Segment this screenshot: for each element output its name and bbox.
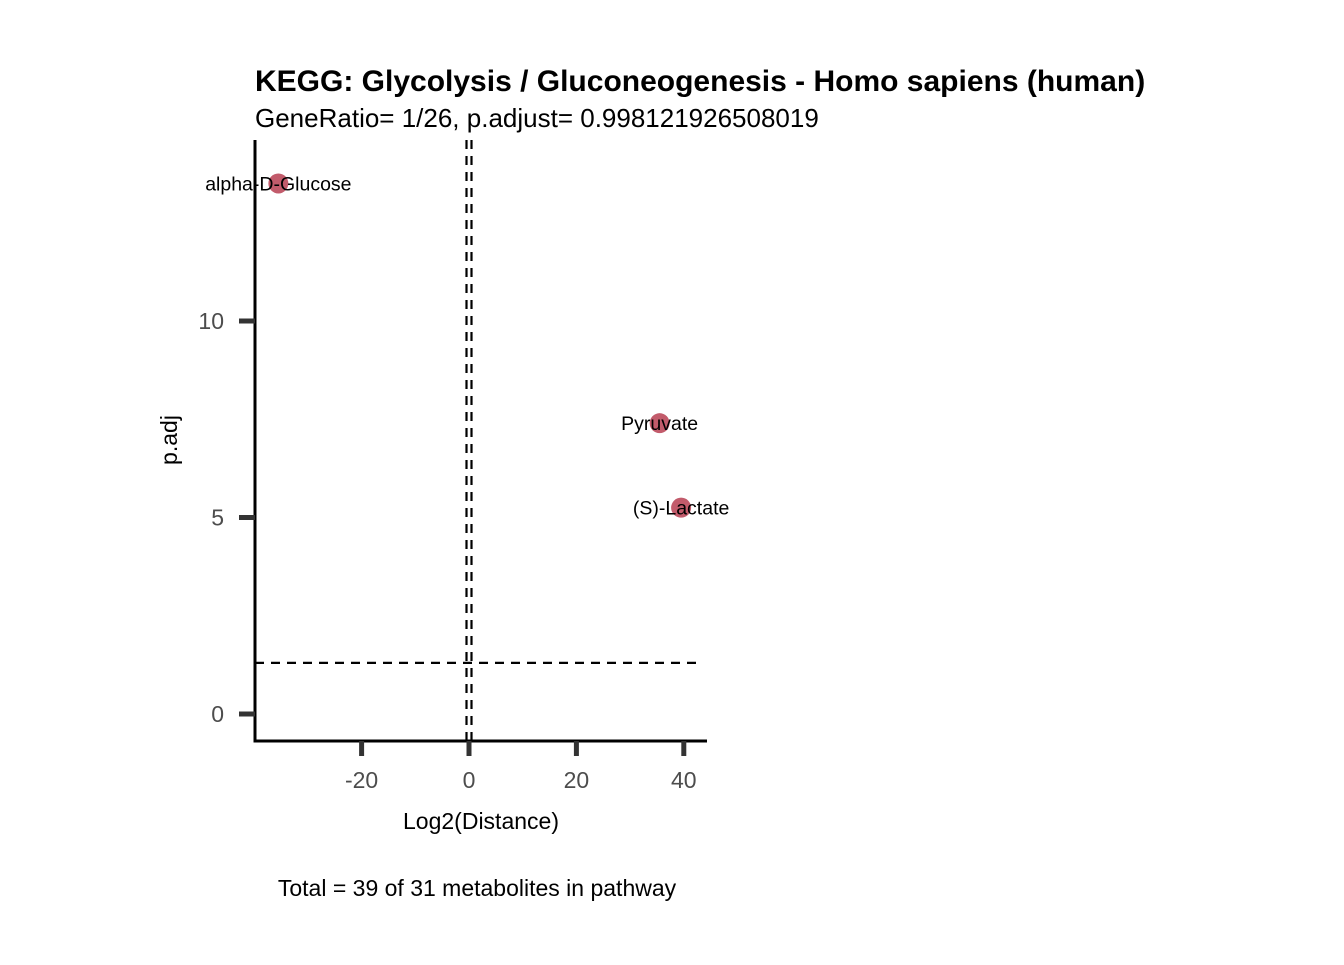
chart-title: KEGG: Glycolysis / Gluconeogenesis - Hom… [255,65,1145,98]
chart-caption: Total = 39 of 31 metabolites in pathway [278,875,677,901]
point-labels: alpha-D-Glucose Pyruvate (S)-Lactate [205,173,729,519]
data-point-label: Pyruvate [621,413,698,435]
data-point-label: (S)-Lactate [633,498,729,520]
x-axis-ticks: -20 0 20 40 [345,741,697,793]
x-tick-label: 40 [671,767,697,793]
data-point [649,413,670,434]
y-tick-label: 10 [198,308,224,334]
data-point [268,173,289,194]
x-tick-label: -20 [345,767,378,793]
y-tick-label: 5 [211,505,224,531]
x-tick-label: 20 [564,767,590,793]
chart-subtitle: GeneRatio= 1/26, p.adjust= 0.99812192650… [255,103,819,133]
y-tick-label: 0 [211,701,224,727]
data-point-label: alpha-D-Glucose [205,173,351,195]
data-point [671,497,692,518]
reference-lines [255,140,700,741]
y-axis-title: p.adj [156,415,182,465]
data-points [268,173,692,518]
x-axis-title: Log2(Distance) [403,808,559,834]
x-tick-label: 0 [463,767,476,793]
axes [253,140,707,743]
y-axis-ticks: 0 5 10 [198,308,255,727]
